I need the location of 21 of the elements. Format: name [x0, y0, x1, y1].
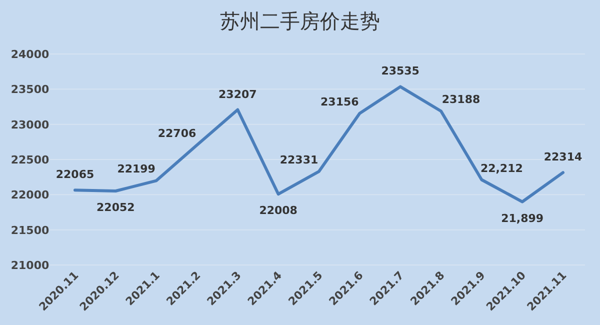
data-label: 22052 — [96, 201, 135, 214]
data-label: 22706 — [158, 127, 196, 140]
y-tick-label: 22500 — [10, 154, 50, 166]
data-label: 23207 — [218, 88, 257, 101]
y-tick-label: 21500 — [10, 224, 50, 237]
y-tick-label: 24000 — [10, 48, 50, 61]
data-label: 22,212 — [480, 162, 523, 175]
y-tick-label: 23500 — [10, 83, 50, 96]
data-label: 23535 — [381, 64, 420, 78]
data-label: 22331 — [280, 153, 318, 166]
data-label: 22314 — [544, 150, 582, 164]
data-label: 22065 — [56, 168, 94, 182]
chart-title: 苏州二手房价走势 — [220, 9, 380, 33]
data-label: 22008 — [259, 204, 298, 218]
data-label: 21,899 — [501, 212, 544, 225]
data-label: 23156 — [320, 95, 360, 108]
data-label: 23188 — [442, 93, 480, 106]
y-tick-label: 21000 — [10, 259, 50, 272]
y-tick-label: 22000 — [10, 188, 50, 202]
data-label: 22199 — [117, 162, 156, 176]
y-tick-label: 23000 — [10, 118, 50, 132]
